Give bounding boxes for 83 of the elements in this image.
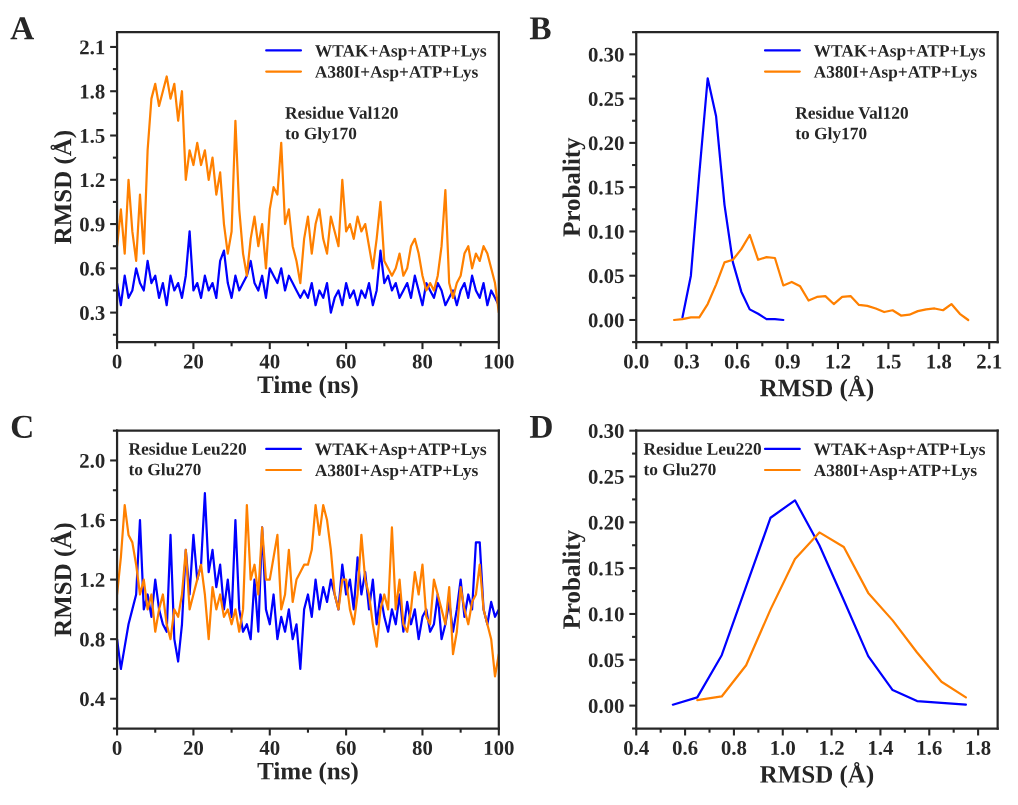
x-tick-label: 0.3 [674, 354, 699, 369]
x-tick-label: 0.6 [724, 354, 750, 369]
line-series [117, 230, 499, 314]
y-tick-label: 0.6 [80, 261, 105, 276]
y-tick-label: 0.4 [80, 692, 105, 707]
chart-title: D [529, 415, 552, 438]
annotation: Residue Val120 to Gly170 [795, 106, 908, 143]
annotation: Residue Val120 to Gly170 [285, 106, 398, 143]
y-tick-label: 0.10 [588, 607, 624, 622]
x-tick-label: 100 [484, 354, 514, 369]
x-tick-label: 1.2 [820, 740, 844, 756]
x-tick-label: 1.0 [771, 740, 795, 756]
x-axis-title: RMSD (Å) [760, 375, 874, 402]
x-tick-label: 20 [183, 354, 204, 369]
legend-label: WTAK+Asp+ATP+Lys [315, 443, 487, 459]
y-tick-label: 1.5 [80, 128, 105, 144]
chart-title: B [529, 17, 551, 40]
x-tick-label: 60 [336, 740, 356, 755]
y-tick-label: 0.8 [80, 632, 105, 647]
x-tick-label: 100 [484, 740, 514, 755]
x-tick-label: 1.4 [869, 741, 894, 756]
x-axis-title: RMSD (Å) [760, 762, 874, 788]
y-tick-label: 0.00 [588, 698, 624, 714]
x-tick-label: 80 [412, 740, 433, 755]
x-tick-label: 1.5 [877, 354, 901, 369]
y-tick-label: 0.15 [588, 180, 624, 195]
y-tick-label: 0.25 [588, 469, 624, 485]
chart-title: C [11, 415, 32, 439]
x-tick-label: 40 [259, 740, 280, 755]
y-tick-label: 0.20 [588, 515, 624, 530]
y-tick-label: 2.0 [80, 453, 105, 468]
y-tick-label: 0.10 [588, 224, 624, 239]
x-tick-label: 1.6 [917, 740, 942, 756]
x-tick-label: 0.0 [624, 354, 649, 369]
line-series [681, 77, 785, 322]
x-tick-label: 80 [412, 354, 433, 369]
legend-label: WTAK+Asp+ATP+Lys [813, 443, 986, 459]
y-tick-label: 0.05 [588, 653, 624, 668]
y-tick-label: 0.25 [588, 91, 624, 107]
legend-label: WTAK+Asp+ATP+Lys [315, 45, 487, 61]
x-tick-label: 0 [112, 740, 122, 755]
annotation: Residue Leu220 to Glu270 [128, 442, 247, 476]
line-series [672, 233, 970, 322]
x-tick-label: 40 [259, 354, 280, 369]
x-axis-title: Time (ns) [257, 762, 358, 785]
x-axis-title: Time (ns) [257, 375, 358, 399]
y-axis-title: Probality [562, 530, 586, 629]
chart-title: A [10, 17, 35, 40]
x-tick-label: 20 [183, 740, 204, 755]
legend-label: A380I+Asp+ATP+Lys [813, 66, 977, 82]
y-tick-label: 0.9 [80, 217, 105, 232]
y-tick-label: 1.8 [80, 84, 105, 99]
y-axis-title: RMSD (Å) [50, 523, 77, 637]
y-tick-label: 0.00 [588, 313, 624, 328]
legend-label: WTAK+Asp+ATP+Lys [813, 45, 986, 61]
x-tick-label: 2.1 [977, 354, 1002, 369]
y-tick-label: 2.1 [80, 40, 105, 55]
x-tick-label: 1.8 [966, 740, 991, 756]
y-tick-label: 0.30 [588, 47, 624, 62]
y-tick-label: 1.6 [80, 513, 105, 528]
x-tick-label: 1.2 [826, 354, 851, 369]
y-tick-label: 0.20 [588, 136, 624, 151]
x-tick-label: 0.8 [721, 740, 747, 756]
y-tick-label: 0.15 [588, 561, 624, 576]
legend-label: A380I+Asp+ATP+Lys [315, 464, 478, 480]
y-axis-title: RMSD (Å) [50, 130, 77, 245]
legend-label: A380I+Asp+ATP+Lys [315, 66, 478, 82]
line-series [671, 499, 968, 706]
y-tick-label: 0.3 [80, 305, 105, 321]
y-tick-label: 1.2 [80, 173, 105, 188]
x-tick-label: 1.8 [927, 354, 952, 369]
x-tick-label: 0 [112, 354, 122, 369]
y-tick-label: 1.2 [80, 573, 105, 588]
y-axis-title: Probality [562, 137, 586, 237]
legend-label: A380I+Asp+ATP+Lys [813, 464, 977, 480]
annotation: Residue Leu220 to Glu270 [643, 442, 761, 476]
line-series [696, 531, 968, 702]
x-tick-label: 0.6 [672, 740, 698, 756]
y-tick-label: 0.05 [588, 269, 624, 284]
x-tick-label: 60 [336, 354, 356, 369]
y-tick-label: 0.30 [588, 424, 624, 439]
x-tick-label: 0.9 [775, 354, 800, 369]
x-tick-label: 0.4 [624, 740, 649, 756]
